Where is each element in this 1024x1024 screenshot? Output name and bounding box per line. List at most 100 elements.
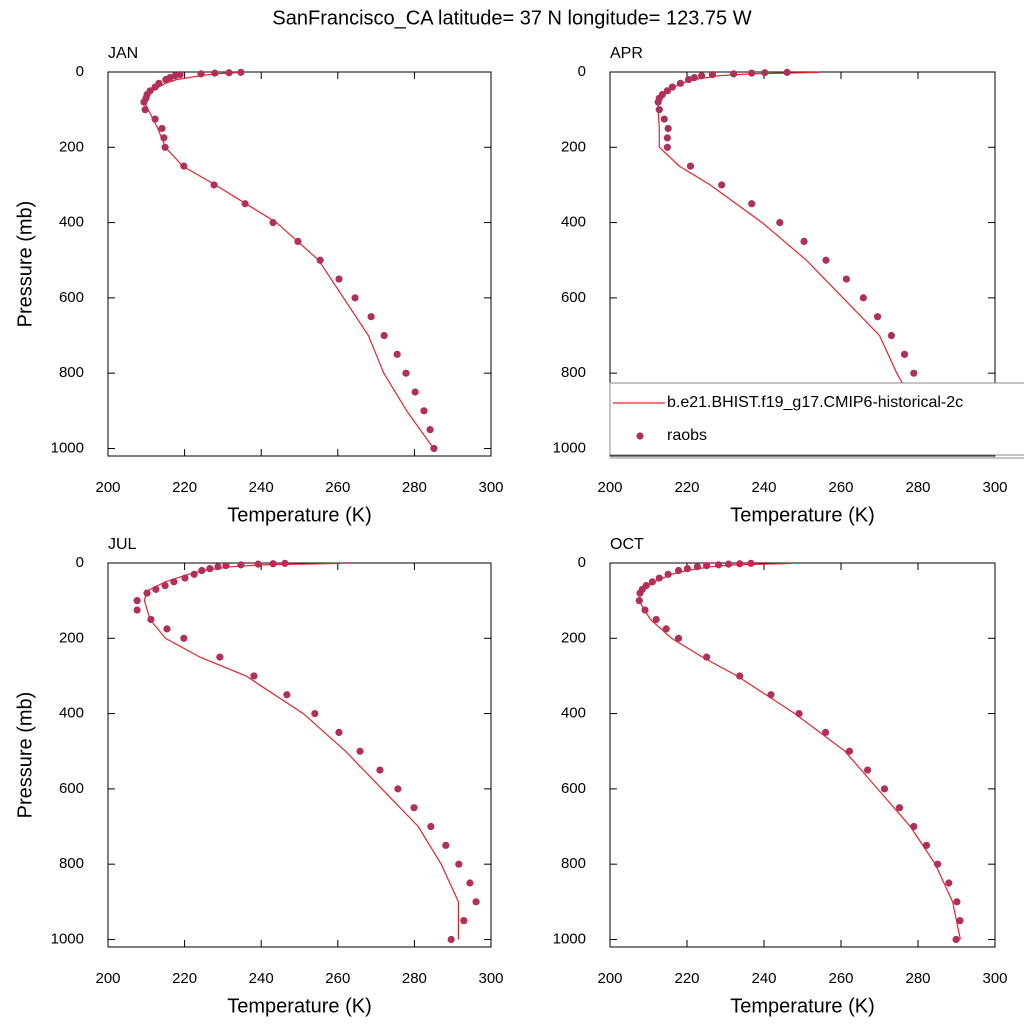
obs-point xyxy=(222,562,230,570)
obs-point xyxy=(430,444,438,453)
obs-point xyxy=(952,935,960,944)
obs-point xyxy=(151,83,159,91)
obs-point xyxy=(724,560,733,568)
obs-point xyxy=(133,597,141,605)
y-axis-label: Pressure (mb) xyxy=(14,692,36,819)
y-tick-label: 1000 xyxy=(553,439,586,456)
obs-point xyxy=(170,578,178,586)
y-tick-label: 1000 xyxy=(51,930,84,947)
obs-point xyxy=(394,785,402,793)
obs-point xyxy=(736,672,744,680)
y-tick-label: 200 xyxy=(59,138,84,155)
obs-point xyxy=(859,294,867,302)
obs-point xyxy=(703,562,711,570)
panel-title: JAN xyxy=(108,45,138,62)
obs-point xyxy=(910,369,918,377)
obs-point xyxy=(873,313,882,321)
model-line xyxy=(143,71,435,449)
obs-point xyxy=(636,589,644,597)
x-tick-label: 220 xyxy=(172,970,197,987)
obs-point xyxy=(880,785,889,793)
legend-label: b.e21.BHIST.f19_g17.CMIP6-historical-2c xyxy=(667,394,963,411)
obs-point xyxy=(736,560,744,568)
obs-point xyxy=(163,625,171,633)
plot-frame xyxy=(107,71,492,457)
obs-point xyxy=(887,331,896,340)
x-tick-label: 260 xyxy=(828,970,853,987)
x-tick-label: 280 xyxy=(905,479,930,496)
obs-point xyxy=(654,98,662,106)
obs-point xyxy=(748,200,756,208)
y-tick-label: 0 xyxy=(76,554,84,571)
obs-point xyxy=(210,181,218,189)
panel-title: APR xyxy=(610,45,643,62)
obs-point xyxy=(845,747,854,755)
obs-point xyxy=(294,237,302,246)
obs-point xyxy=(141,106,149,114)
y-tick-label: 800 xyxy=(59,364,84,381)
panel-title: OCT xyxy=(610,536,644,553)
model-line xyxy=(143,562,459,940)
obs-point xyxy=(447,935,455,944)
obs-point xyxy=(356,747,364,755)
x-tick-label: 200 xyxy=(95,479,120,496)
obs-point xyxy=(190,570,198,578)
obs-point xyxy=(269,560,277,568)
y-tick-label: 400 xyxy=(59,705,84,722)
obs-point xyxy=(335,728,343,737)
obs-point xyxy=(956,917,964,925)
obs-point xyxy=(708,71,717,79)
obs-point xyxy=(225,69,233,77)
obs-point xyxy=(250,672,258,680)
x-tick-label: 300 xyxy=(478,479,503,496)
obs-point xyxy=(698,72,706,80)
obs-point xyxy=(676,79,685,87)
x-tick-label: 300 xyxy=(478,970,503,987)
obs-point xyxy=(180,634,188,642)
obs-point xyxy=(143,589,151,597)
obs-point xyxy=(767,691,775,699)
y-tick-label: 1000 xyxy=(553,930,586,947)
panel-title: JUL xyxy=(108,536,137,553)
plot-frame xyxy=(107,562,492,948)
obs-point xyxy=(718,181,726,189)
x-axis-label: Temperature (K) xyxy=(227,504,372,526)
legend-marker xyxy=(636,432,644,440)
obs-point xyxy=(660,115,668,123)
obs-point xyxy=(664,124,672,133)
legend-label: raobs xyxy=(667,427,707,444)
obs-point xyxy=(335,275,343,283)
obs-point xyxy=(635,597,643,605)
obs-point xyxy=(216,653,224,661)
y-tick-label: 200 xyxy=(59,629,84,646)
y-tick-label: 200 xyxy=(561,138,586,155)
obs-point xyxy=(427,822,435,831)
x-tick-label: 220 xyxy=(674,970,699,987)
obs-point xyxy=(663,134,671,142)
obs-point xyxy=(683,565,691,573)
y-tick-label: 800 xyxy=(561,855,586,872)
obs-point xyxy=(206,565,214,573)
y-tick-label: 400 xyxy=(561,705,586,722)
y-tick-label: 600 xyxy=(561,289,586,306)
y-tick-label: 400 xyxy=(561,214,586,231)
x-tick-label: 260 xyxy=(325,479,350,496)
obs-point xyxy=(684,75,693,84)
y-tick-label: 600 xyxy=(561,780,586,797)
y-tick-label: 600 xyxy=(59,780,84,797)
obs-point xyxy=(664,570,672,578)
obs-point xyxy=(466,879,474,887)
obs-point xyxy=(652,615,660,624)
obs-point xyxy=(690,74,698,82)
obs-point xyxy=(662,625,670,633)
obs-point xyxy=(316,256,324,264)
x-axis-label: Temperature (K) xyxy=(227,995,372,1017)
x-tick-label: 240 xyxy=(751,479,776,496)
y-tick-label: 0 xyxy=(76,63,84,80)
obs-point xyxy=(181,574,189,582)
obs-point xyxy=(411,388,419,396)
figure-title: SanFrancisco_CA latitude= 37 N longitude… xyxy=(272,7,751,29)
obs-point xyxy=(455,860,463,868)
obs-point xyxy=(655,574,663,582)
obs-point xyxy=(283,691,291,699)
